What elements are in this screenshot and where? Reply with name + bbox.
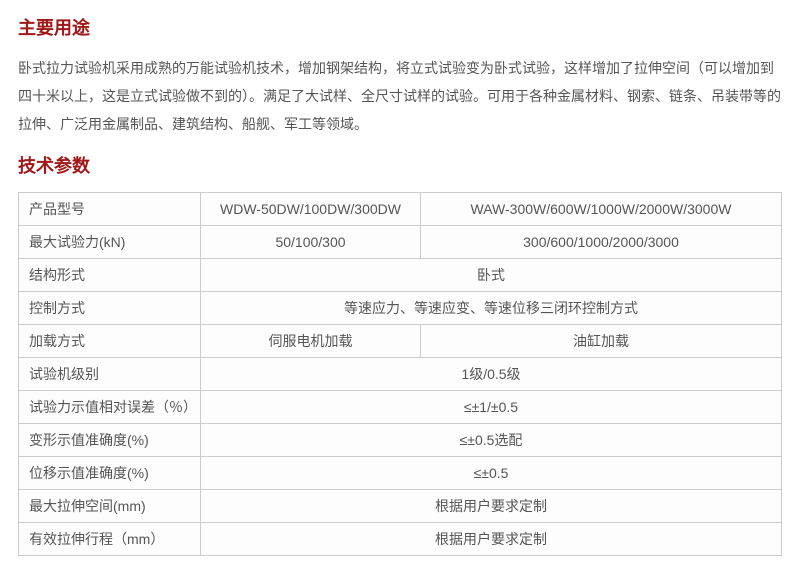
cell-value: 300/600/1000/2000/3000	[421, 226, 782, 259]
row-label: 最大拉伸空间(mm)	[19, 490, 201, 523]
table-row: 控制方式等速应力、等速应变、等速位移三闭环控制方式	[19, 292, 782, 325]
row-label: 加载方式	[19, 325, 201, 358]
table-row: 最大拉伸空间(mm)根据用户要求定制	[19, 490, 782, 523]
tech-params-title: 技术参数	[18, 152, 782, 178]
cell-value: 油缸加载	[421, 325, 782, 358]
cell-value-merged: 根据用户要求定制	[201, 490, 782, 523]
table-row: 结构形式卧式	[19, 259, 782, 292]
table-row: 加载方式伺服电机加载油缸加载	[19, 325, 782, 358]
cell-value: WAW-300W/600W/1000W/2000W/3000W	[421, 193, 782, 226]
table-row: 试验力示值相对误差（％）≤±1/±0.5	[19, 391, 782, 424]
cell-value-merged: 卧式	[201, 259, 782, 292]
cell-value: WDW-50DW/100DW/300DW	[201, 193, 421, 226]
table-row: 变形示值准确度(%)≤±0.5选配	[19, 424, 782, 457]
row-label: 最大试验力(kN)	[19, 226, 201, 259]
table-row: 产品型号WDW-50DW/100DW/300DWWAW-300W/600W/10…	[19, 193, 782, 226]
row-label: 控制方式	[19, 292, 201, 325]
spec-table: 产品型号WDW-50DW/100DW/300DWWAW-300W/600W/10…	[18, 192, 782, 556]
table-row: 有效拉伸行程（mm）根据用户要求定制	[19, 523, 782, 556]
cell-value-merged: 根据用户要求定制	[201, 523, 782, 556]
main-use-title: 主要用途	[18, 14, 782, 40]
table-row: 位移示值准确度(%)≤±0.5	[19, 457, 782, 490]
cell-value: 50/100/300	[201, 226, 421, 259]
cell-value-merged: ≤±0.5	[201, 457, 782, 490]
cell-value-merged: ≤±1/±0.5	[201, 391, 782, 424]
row-label: 试验机级别	[19, 358, 201, 391]
description-paragraph: 卧式拉力试验机采用成熟的万能试验机技术，增加钢架结构，将立式试验变为卧式试验，这…	[18, 54, 782, 138]
row-label: 位移示值准确度(%)	[19, 457, 201, 490]
row-label: 变形示值准确度(%)	[19, 424, 201, 457]
cell-value-merged: 1级/0.5级	[201, 358, 782, 391]
table-row: 试验机级别1级/0.5级	[19, 358, 782, 391]
cell-value-merged: 等速应力、等速应变、等速位移三闭环控制方式	[201, 292, 782, 325]
cell-value: 伺服电机加载	[201, 325, 421, 358]
row-label: 有效拉伸行程（mm）	[19, 523, 201, 556]
table-row: 最大试验力(kN)50/100/300300/600/1000/2000/300…	[19, 226, 782, 259]
row-label: 产品型号	[19, 193, 201, 226]
cell-value-merged: ≤±0.5选配	[201, 424, 782, 457]
row-label: 试验力示值相对误差（％）	[19, 391, 201, 424]
row-label: 结构形式	[19, 259, 201, 292]
